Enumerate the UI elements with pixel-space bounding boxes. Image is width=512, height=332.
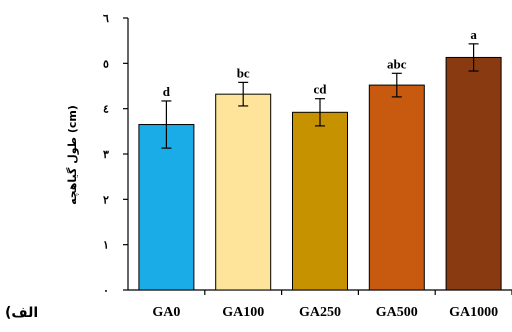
x-tick-label: GA250 [299, 305, 341, 320]
bar [368, 84, 425, 291]
x-tick-label: GA1000 [449, 305, 498, 320]
significance-label: d [163, 84, 171, 99]
y-tick-label: ٦ [103, 12, 109, 25]
y-tick-label: ٠ [103, 284, 109, 297]
panel-label: (الف [5, 305, 39, 321]
significance-label: a [470, 27, 477, 42]
bar [292, 111, 348, 291]
labels: d GA0 bc GA100 cd GA250 abc GA500 a GA1000 [152, 27, 498, 320]
x-tick-label: GA500 [376, 305, 418, 320]
bars [138, 43, 502, 291]
bar [215, 93, 272, 291]
y-tick-label: ٤ [103, 103, 109, 116]
x-tick-label: GA0 [152, 305, 180, 320]
bar [445, 56, 502, 291]
y-tick-label: ٣ [103, 148, 109, 161]
significance-label: abc [387, 56, 407, 71]
y-tick-label: ٥ [103, 57, 109, 70]
significance-label: cd [314, 82, 328, 97]
bar [138, 124, 195, 291]
x-tick-label: GA100 [222, 305, 264, 320]
y-axis-label: طول گیاهچه (cm) [66, 105, 79, 205]
significance-label: bc [237, 65, 250, 80]
y-tick-label: ١ [103, 239, 109, 252]
y-tick-label: ٢ [103, 193, 109, 206]
